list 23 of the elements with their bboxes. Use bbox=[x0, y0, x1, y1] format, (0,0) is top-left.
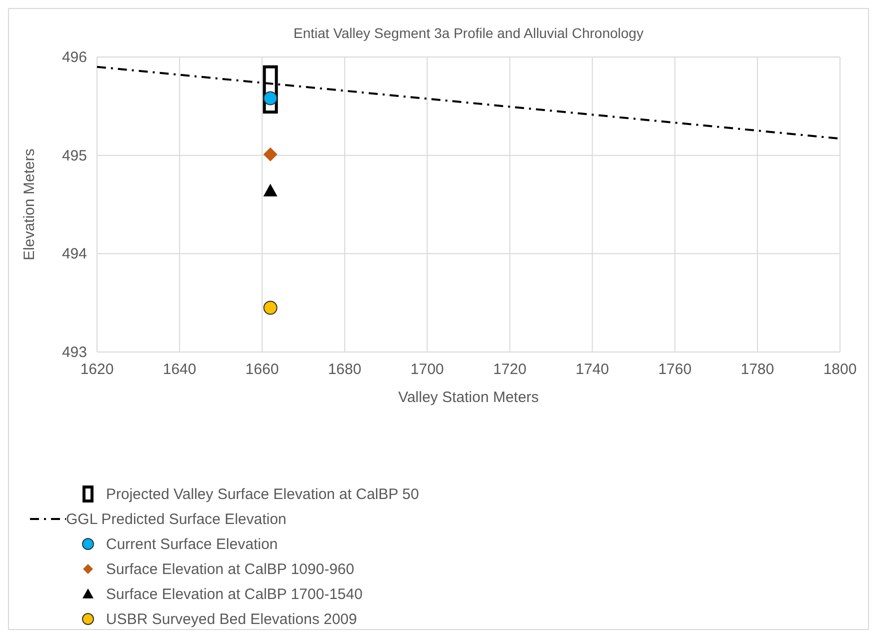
legend-label: Projected Valley Surface Elevation at CalBP 50 bbox=[106, 486, 419, 503]
legend-label: Surface Elevation at CalBP 1700-1540 bbox=[106, 586, 363, 603]
x-tick-label: 1640 bbox=[162, 361, 196, 378]
x-tick-label: 1780 bbox=[740, 361, 774, 378]
x-tick-label: 1620 bbox=[80, 361, 114, 378]
x-tick-label: 1800 bbox=[823, 361, 857, 378]
y-tick-label: 494 bbox=[62, 246, 87, 263]
legend-label: USBR Surveyed Bed Elevations 2009 bbox=[106, 611, 357, 628]
legend-label: Current Surface Elevation bbox=[106, 536, 278, 553]
legend-label: Surface Elevation at CalBP 1090-960 bbox=[106, 561, 354, 578]
x-tick-label: 1660 bbox=[245, 361, 279, 378]
chart-title: Entiat Valley Segment 3a Profile and Alluvial Chronology bbox=[294, 25, 644, 41]
y-tick-label: 495 bbox=[62, 147, 87, 164]
legend-label: GGL Predicted Surface Elevation bbox=[66, 511, 286, 528]
x-tick-label: 1680 bbox=[328, 361, 362, 378]
y-tick-label: 493 bbox=[62, 344, 87, 361]
x-tick-label: 1700 bbox=[410, 361, 444, 378]
x-tick-label: 1740 bbox=[576, 361, 610, 378]
y-axis-title: Elevation Meters bbox=[21, 148, 38, 260]
y-tick-label: 496 bbox=[62, 49, 87, 66]
x-tick-label: 1760 bbox=[658, 361, 692, 378]
x-tick-label: 1720 bbox=[493, 361, 526, 378]
x-axis-title: Valley Station Meters bbox=[398, 389, 539, 406]
